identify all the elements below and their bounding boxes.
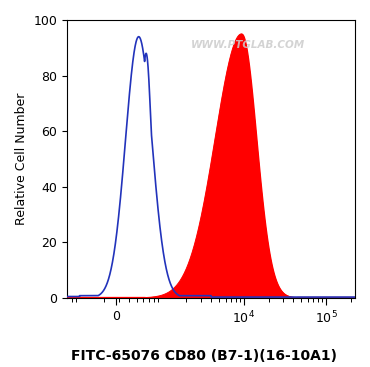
Text: WWW.PTGLAB.COM: WWW.PTGLAB.COM bbox=[191, 40, 306, 50]
Text: FITC-65076 CD80 (B7-1)(16-10A1): FITC-65076 CD80 (B7-1)(16-10A1) bbox=[71, 349, 336, 363]
Y-axis label: Relative Cell Number: Relative Cell Number bbox=[15, 93, 28, 225]
